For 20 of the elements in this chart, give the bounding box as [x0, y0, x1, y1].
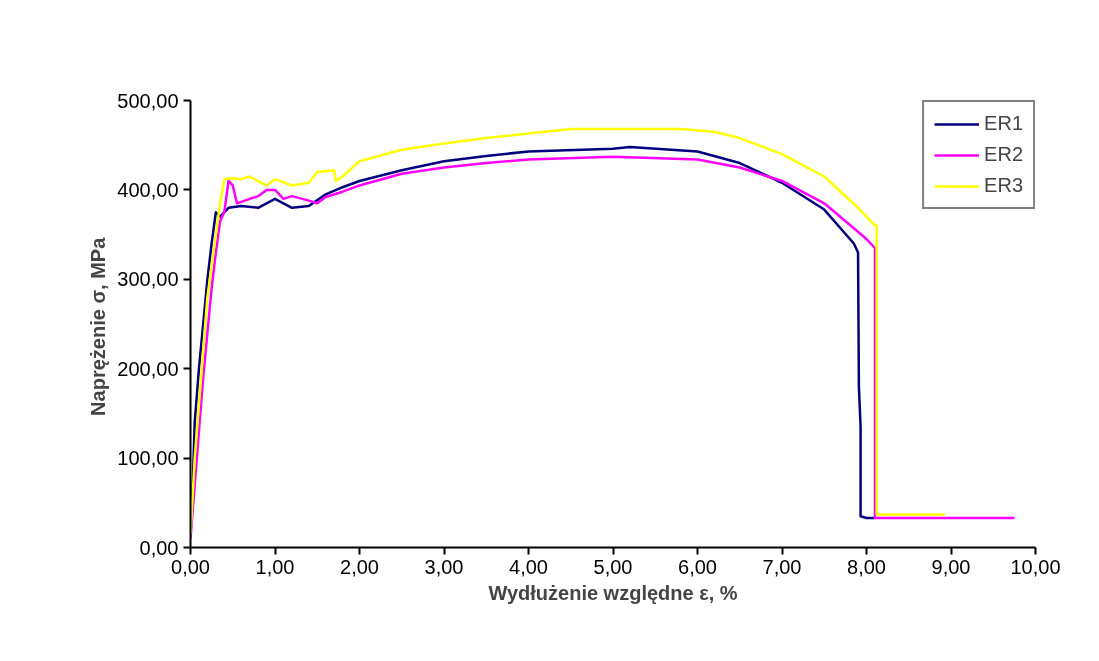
y-tick-label: 500,00 — [117, 89, 179, 112]
x-tick-label: 10,00 — [1010, 555, 1061, 578]
x-tick-label: 7,00 — [762, 555, 802, 578]
legend-label: ER2 — [984, 143, 1023, 166]
legend-label: ER3 — [984, 174, 1023, 197]
y-tick-label: 100,00 — [117, 447, 179, 470]
y-tick-label: 400,00 — [117, 178, 179, 201]
y-axis-title: Naprężenie σ, MPa — [87, 236, 110, 416]
x-tick-label: 6,00 — [678, 555, 717, 578]
x-tick-label: 3,00 — [424, 555, 464, 578]
x-axis-title: Wydłużenie względne ε, % — [488, 581, 738, 604]
x-tick-label: 9,00 — [931, 555, 971, 578]
x-tick-label: 4,00 — [509, 555, 548, 578]
x-tick-label: 2,00 — [340, 555, 379, 578]
x-tick-label: 8,00 — [847, 555, 886, 578]
x-tick-label: 5,00 — [593, 555, 633, 578]
x-tick-label: 1,00 — [255, 555, 295, 578]
y-tick-label: 200,00 — [117, 357, 179, 380]
y-tick-label: 300,00 — [117, 268, 179, 291]
legend-label: ER1 — [984, 112, 1023, 135]
